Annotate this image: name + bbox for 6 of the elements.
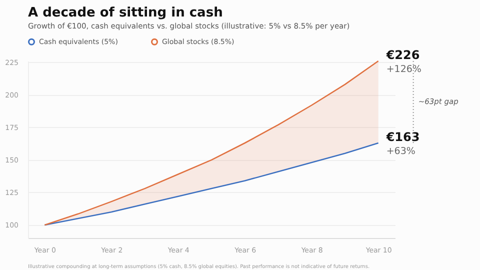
annotation: €163 [385,130,420,144]
line-series [44,142,379,226]
annotation: +63% [386,146,416,157]
annotation: €226 [385,48,420,62]
annotation: +126% [386,64,422,75]
chart-title: A decade of sitting in cash [28,6,223,20]
